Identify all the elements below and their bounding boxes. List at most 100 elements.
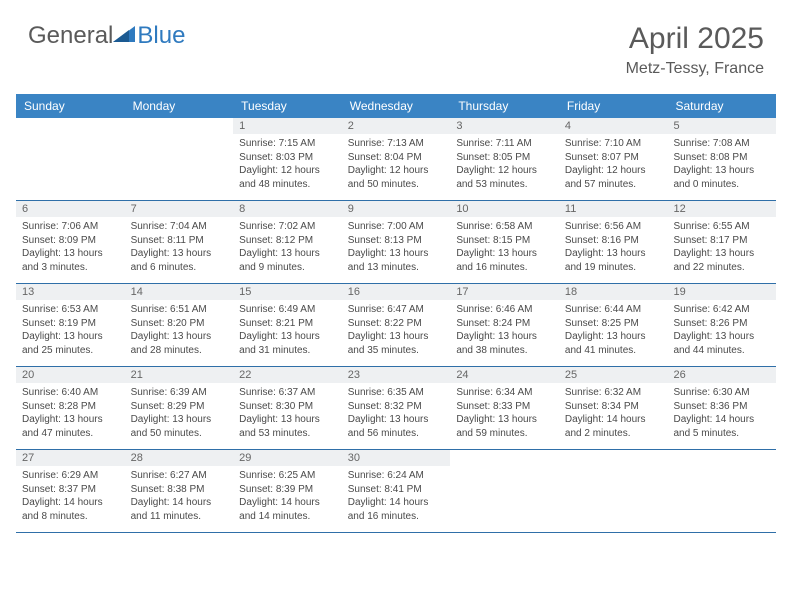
day-cell: 29Sunrise: 6:25 AMSunset: 8:39 PMDayligh… <box>233 450 342 532</box>
day-cell: . <box>559 450 668 532</box>
day-cell: . <box>450 450 559 532</box>
day-cell: 23Sunrise: 6:35 AMSunset: 8:32 PMDayligh… <box>342 367 451 449</box>
day-body: Sunrise: 6:55 AMSunset: 8:17 PMDaylight:… <box>667 217 776 278</box>
day-cell: 20Sunrise: 6:40 AMSunset: 8:28 PMDayligh… <box>16 367 125 449</box>
day-cell: 17Sunrise: 6:46 AMSunset: 8:24 PMDayligh… <box>450 284 559 366</box>
day-number: 6 <box>16 201 125 217</box>
day-body: Sunrise: 6:42 AMSunset: 8:26 PMDaylight:… <box>667 300 776 361</box>
daylight-text: Daylight: 12 hours and 50 minutes. <box>348 164 445 191</box>
sunset-text: Sunset: 8:29 PM <box>131 400 228 414</box>
sunrise-text: Sunrise: 6:25 AM <box>239 469 336 483</box>
day-number: 2 <box>342 118 451 134</box>
day-body: Sunrise: 7:13 AMSunset: 8:04 PMDaylight:… <box>342 134 451 195</box>
day-body: Sunrise: 6:32 AMSunset: 8:34 PMDaylight:… <box>559 383 668 444</box>
sunset-text: Sunset: 8:13 PM <box>348 234 445 248</box>
day-cell: 21Sunrise: 6:39 AMSunset: 8:29 PMDayligh… <box>125 367 234 449</box>
sunset-text: Sunset: 8:09 PM <box>22 234 119 248</box>
sunrise-text: Sunrise: 6:34 AM <box>456 386 553 400</box>
day-cell: 2Sunrise: 7:13 AMSunset: 8:04 PMDaylight… <box>342 118 451 200</box>
day-cell: 15Sunrise: 6:49 AMSunset: 8:21 PMDayligh… <box>233 284 342 366</box>
daylight-text: Daylight: 14 hours and 16 minutes. <box>348 496 445 523</box>
sunset-text: Sunset: 8:34 PM <box>565 400 662 414</box>
day-cell: 11Sunrise: 6:56 AMSunset: 8:16 PMDayligh… <box>559 201 668 283</box>
day-number: 7 <box>125 201 234 217</box>
day-number: 22 <box>233 367 342 383</box>
daylight-text: Daylight: 12 hours and 53 minutes. <box>456 164 553 191</box>
day-cell: 7Sunrise: 7:04 AMSunset: 8:11 PMDaylight… <box>125 201 234 283</box>
day-cell: 24Sunrise: 6:34 AMSunset: 8:33 PMDayligh… <box>450 367 559 449</box>
daylight-text: Daylight: 13 hours and 50 minutes. <box>131 413 228 440</box>
day-cell: 25Sunrise: 6:32 AMSunset: 8:34 PMDayligh… <box>559 367 668 449</box>
day-body: Sunrise: 6:58 AMSunset: 8:15 PMDaylight:… <box>450 217 559 278</box>
day-number: 25 <box>559 367 668 383</box>
day-body: Sunrise: 6:37 AMSunset: 8:30 PMDaylight:… <box>233 383 342 444</box>
daylight-text: Daylight: 13 hours and 53 minutes. <box>239 413 336 440</box>
day-body: Sunrise: 6:39 AMSunset: 8:29 PMDaylight:… <box>125 383 234 444</box>
sunset-text: Sunset: 8:07 PM <box>565 151 662 165</box>
brand-triangle-icon <box>113 24 135 44</box>
day-number: 19 <box>667 284 776 300</box>
sunrise-text: Sunrise: 6:53 AM <box>22 303 119 317</box>
day-cell: 4Sunrise: 7:10 AMSunset: 8:07 PMDaylight… <box>559 118 668 200</box>
sunset-text: Sunset: 8:04 PM <box>348 151 445 165</box>
day-number: 28 <box>125 450 234 466</box>
week-row: 20Sunrise: 6:40 AMSunset: 8:28 PMDayligh… <box>16 367 776 450</box>
day-number: 4 <box>559 118 668 134</box>
daylight-text: Daylight: 13 hours and 22 minutes. <box>673 247 770 274</box>
day-number: 18 <box>559 284 668 300</box>
day-number: 30 <box>342 450 451 466</box>
sunrise-text: Sunrise: 6:56 AM <box>565 220 662 234</box>
day-body: Sunrise: 7:10 AMSunset: 8:07 PMDaylight:… <box>559 134 668 195</box>
day-body: Sunrise: 6:30 AMSunset: 8:36 PMDaylight:… <box>667 383 776 444</box>
daylight-text: Daylight: 13 hours and 3 minutes. <box>22 247 119 274</box>
sunset-text: Sunset: 8:37 PM <box>22 483 119 497</box>
day-cell: 18Sunrise: 6:44 AMSunset: 8:25 PMDayligh… <box>559 284 668 366</box>
weekday-header-cell: Friday <box>559 94 668 118</box>
day-cell: 1Sunrise: 7:15 AMSunset: 8:03 PMDaylight… <box>233 118 342 200</box>
day-body: Sunrise: 7:04 AMSunset: 8:11 PMDaylight:… <box>125 217 234 278</box>
sunset-text: Sunset: 8:25 PM <box>565 317 662 331</box>
day-body: Sunrise: 6:34 AMSunset: 8:33 PMDaylight:… <box>450 383 559 444</box>
day-body: Sunrise: 7:11 AMSunset: 8:05 PMDaylight:… <box>450 134 559 195</box>
day-number: 10 <box>450 201 559 217</box>
day-cell: 28Sunrise: 6:27 AMSunset: 8:38 PMDayligh… <box>125 450 234 532</box>
day-body: Sunrise: 7:02 AMSunset: 8:12 PMDaylight:… <box>233 217 342 278</box>
day-cell: . <box>667 450 776 532</box>
day-cell: 16Sunrise: 6:47 AMSunset: 8:22 PMDayligh… <box>342 284 451 366</box>
daylight-text: Daylight: 13 hours and 47 minutes. <box>22 413 119 440</box>
sunrise-text: Sunrise: 6:37 AM <box>239 386 336 400</box>
day-cell: 12Sunrise: 6:55 AMSunset: 8:17 PMDayligh… <box>667 201 776 283</box>
daylight-text: Daylight: 12 hours and 57 minutes. <box>565 164 662 191</box>
day-number: 20 <box>16 367 125 383</box>
day-body: Sunrise: 6:27 AMSunset: 8:38 PMDaylight:… <box>125 466 234 527</box>
sunset-text: Sunset: 8:26 PM <box>673 317 770 331</box>
day-body: Sunrise: 7:00 AMSunset: 8:13 PMDaylight:… <box>342 217 451 278</box>
sunset-text: Sunset: 8:38 PM <box>131 483 228 497</box>
day-body: Sunrise: 6:53 AMSunset: 8:19 PMDaylight:… <box>16 300 125 361</box>
daylight-text: Daylight: 12 hours and 48 minutes. <box>239 164 336 191</box>
sunrise-text: Sunrise: 6:44 AM <box>565 303 662 317</box>
sunrise-text: Sunrise: 7:13 AM <box>348 137 445 151</box>
week-row: 6Sunrise: 7:06 AMSunset: 8:09 PMDaylight… <box>16 201 776 284</box>
daylight-text: Daylight: 13 hours and 59 minutes. <box>456 413 553 440</box>
weekday-header-cell: Thursday <box>450 94 559 118</box>
day-cell: 3Sunrise: 7:11 AMSunset: 8:05 PMDaylight… <box>450 118 559 200</box>
sunset-text: Sunset: 8:22 PM <box>348 317 445 331</box>
calendar-grid: SundayMondayTuesdayWednesdayThursdayFrid… <box>16 94 776 533</box>
weekday-header-row: SundayMondayTuesdayWednesdayThursdayFrid… <box>16 94 776 118</box>
month-title: April 2025 <box>626 22 764 56</box>
daylight-text: Daylight: 13 hours and 44 minutes. <box>673 330 770 357</box>
daylight-text: Daylight: 13 hours and 19 minutes. <box>565 247 662 274</box>
day-number: 23 <box>342 367 451 383</box>
day-number: 21 <box>125 367 234 383</box>
weeks-container: .. 1Sunrise: 7:15 AMSunset: 8:03 PMDaylig… <box>16 118 776 533</box>
day-cell: 13Sunrise: 6:53 AMSunset: 8:19 PMDayligh… <box>16 284 125 366</box>
daylight-text: Daylight: 14 hours and 2 minutes. <box>565 413 662 440</box>
title-block: April 2025 Metz-Tessy, France <box>626 22 764 78</box>
daylight-text: Daylight: 14 hours and 5 minutes. <box>673 413 770 440</box>
daylight-text: Daylight: 13 hours and 13 minutes. <box>348 247 445 274</box>
day-number: 9 <box>342 201 451 217</box>
day-body: Sunrise: 6:49 AMSunset: 8:21 PMDaylight:… <box>233 300 342 361</box>
daylight-text: Daylight: 13 hours and 28 minutes. <box>131 330 228 357</box>
day-cell: 9Sunrise: 7:00 AMSunset: 8:13 PMDaylight… <box>342 201 451 283</box>
